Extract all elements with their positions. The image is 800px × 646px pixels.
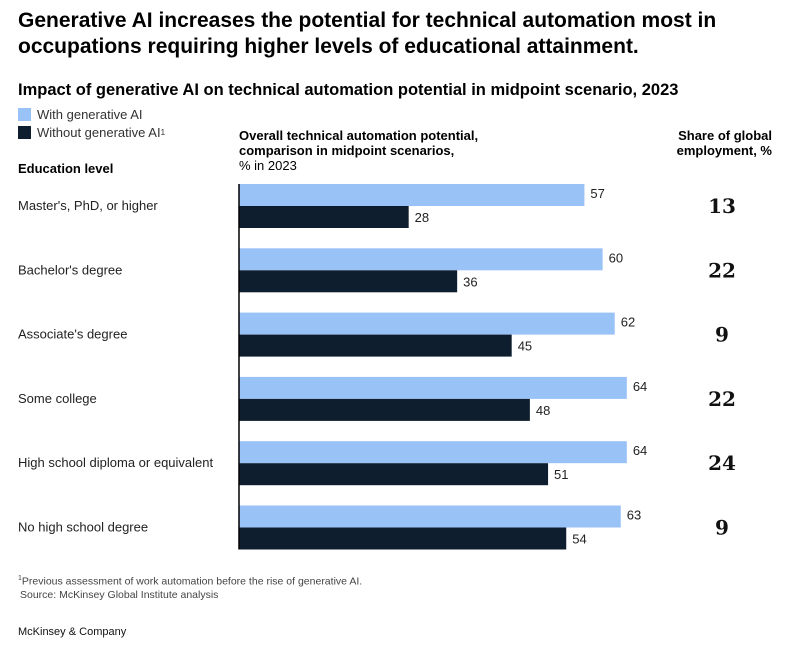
footnote: 1Previous assessment of work automation … xyxy=(18,572,362,602)
category-label-no-high-school-degree: No high school degree xyxy=(18,520,148,535)
bar-with-genai-high-school-diploma-or-equivalent xyxy=(239,441,627,464)
bar-without-genai-master-s-phd-or-higher xyxy=(239,206,409,228)
automation-header-line2: comparison in midpoint scenarios, xyxy=(239,143,455,158)
share-value-associate-s-degree: 9 xyxy=(715,323,729,347)
category-label-bachelor-s-degree: Bachelor's degree xyxy=(18,262,122,277)
share-header: Share of global employment, % xyxy=(640,128,772,158)
value-label-without-genai-bachelor-s-degree: 36 xyxy=(463,274,477,289)
value-label-with-genai-master-s-phd-or-higher: 57 xyxy=(590,186,604,201)
share-value-bachelor-s-degree: 22 xyxy=(708,258,736,282)
footnote-marker: 1 xyxy=(18,575,22,582)
bar-with-genai-associate-s-degree xyxy=(239,312,615,335)
bar-without-genai-no-high-school-degree xyxy=(239,527,567,550)
value-label-without-genai-associate-s-degree: 45 xyxy=(518,339,532,354)
value-label-without-genai-some-college: 48 xyxy=(536,403,550,418)
legend-without-label: Without generative AI xyxy=(37,125,161,140)
bar-with-genai-no-high-school-degree xyxy=(239,505,621,528)
value-label-without-genai-master-s-phd-or-higher: 28 xyxy=(415,210,429,225)
value-label-without-genai-high-school-diploma-or-equivalent: 51 xyxy=(554,467,568,482)
value-label-without-genai-no-high-school-degree: 54 xyxy=(572,532,586,547)
legend-swatch-without xyxy=(18,126,31,139)
bar-without-genai-associate-s-degree xyxy=(239,334,512,357)
share-header-line1: Share of global xyxy=(678,128,772,143)
bar-with-genai-some-college xyxy=(239,376,627,399)
automation-header: Overall technical automation potential, … xyxy=(239,128,499,173)
value-label-with-genai-some-college: 64 xyxy=(633,379,647,394)
category-label-associate-s-degree: Associate's degree xyxy=(18,327,127,342)
share-header-line2: employment, % xyxy=(676,143,772,158)
bar-without-genai-bachelor-s-degree xyxy=(239,270,458,293)
legend-footnote-marker: 1 xyxy=(160,128,166,137)
value-label-with-genai-no-high-school-degree: 63 xyxy=(627,508,641,523)
legend-with-label: With generative AI xyxy=(37,107,143,122)
category-label-some-college: Some college xyxy=(18,391,97,406)
bar-without-genai-high-school-diploma-or-equivalent xyxy=(239,463,549,486)
category-label-high-school-diploma-or-equivalent: High school diploma or equivalent xyxy=(18,455,214,470)
category-label-master-s-phd-or-higher: Master's, PhD, or higher xyxy=(18,198,158,213)
share-value-high-school-diploma-or-equivalent: 24 xyxy=(708,451,736,475)
footnote-text: Previous assessment of work automation b… xyxy=(21,575,363,588)
brand-logo-text: McKinsey & Company xyxy=(18,626,127,638)
education-header: Education level xyxy=(18,161,114,176)
share-value-no-high-school-degree: 9 xyxy=(715,516,729,540)
share-value-master-s-phd-or-higher: 13 xyxy=(708,194,736,218)
share-value-some-college: 22 xyxy=(708,387,736,411)
automation-header-line1: Overall technical automation potential, xyxy=(239,128,479,143)
value-label-with-genai-associate-s-degree: 62 xyxy=(621,315,635,330)
chart-title: Generative AI increases the potential fo… xyxy=(18,9,717,58)
automation-header-line3: % in 2023 xyxy=(239,158,297,173)
legend-with-genai: With generative AI xyxy=(18,107,143,122)
source-text: Source: McKinsey Global Institute analys… xyxy=(20,588,219,601)
value-label-with-genai-bachelor-s-degree: 60 xyxy=(609,250,623,265)
value-label-with-genai-high-school-diploma-or-equivalent: 64 xyxy=(633,443,647,458)
bar-without-genai-some-college xyxy=(239,398,530,421)
bar-with-genai-master-s-phd-or-higher xyxy=(239,184,585,206)
legend-swatch-with xyxy=(18,108,31,121)
chart-subtitle: Impact of generative AI on technical aut… xyxy=(18,81,679,99)
legend-without-genai: Without generative AI 1 xyxy=(18,125,165,140)
bar-with-genai-bachelor-s-degree xyxy=(239,248,603,271)
